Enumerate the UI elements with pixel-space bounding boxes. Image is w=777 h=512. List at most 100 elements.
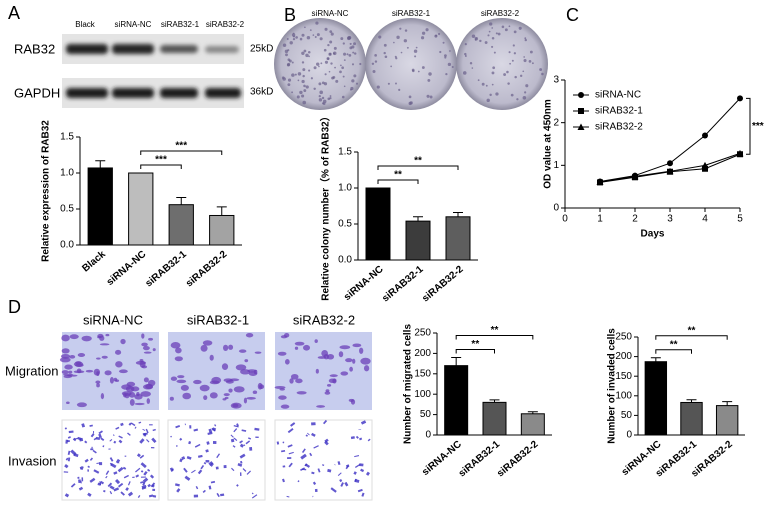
stained-cell [147,468,151,472]
colony [417,70,420,73]
stained-cell [367,438,371,442]
stained-cell [109,376,114,384]
stained-cell [281,450,286,453]
stained-cell [253,369,258,375]
colony [524,38,527,42]
stained-cell [84,440,88,444]
colony [312,34,315,36]
colony [529,50,533,54]
stained-cell [344,481,349,487]
colony [477,79,480,82]
stained-cell [93,368,101,376]
error-bar [451,356,462,366]
significance-bracket [655,349,692,354]
stained-cell [97,335,101,339]
colony [519,74,523,78]
stained-cell [300,453,307,460]
stained-cell [314,339,318,343]
colony [302,68,306,72]
legend-label: siRAB32-2 [595,122,643,133]
colony [286,63,290,67]
bar [445,216,471,261]
band [160,88,198,98]
stained-cell [112,434,115,437]
colony [341,66,344,70]
x-tick-label: 2 [632,214,638,225]
colony [509,62,512,65]
stained-cell [305,434,308,437]
panel-label: D [8,297,21,317]
stained-cell [61,370,69,375]
stained-cell [317,468,321,473]
colony [340,37,344,41]
stained-cell [118,435,123,439]
y-tick-label: 250 [414,328,431,339]
colony [428,72,432,76]
colony [353,74,357,78]
y-tick-label: 1.0 [60,168,74,179]
stained-cell [146,398,151,404]
bar [405,220,431,261]
colony [323,82,328,86]
significance-bracket [655,335,728,340]
colony [335,79,339,83]
colony [493,51,496,54]
colony [319,90,323,95]
colony [318,65,320,68]
stained-cell [79,466,82,470]
stained-cell [128,422,132,426]
colony [506,70,509,74]
significance-label: *** [155,155,167,166]
colony [321,102,324,105]
colony [481,82,485,86]
colony [355,82,359,85]
colony [320,62,323,65]
colony [346,53,349,56]
significance-label: *** [175,141,187,152]
stained-cell [280,404,290,409]
y-axis-label: Number of invaded cells [607,328,618,444]
stained-cell [324,438,329,443]
stained-cell [228,344,234,350]
legend-label: siRAB32-1 [595,106,643,117]
significance-label: ** [471,339,479,350]
stained-cell [340,371,349,376]
colony [514,75,517,79]
stained-cell [143,377,149,383]
stained-cell [186,455,192,460]
stained-cell [67,457,71,462]
stained-cell [130,422,136,427]
colony [343,59,346,61]
stained-cell [363,365,370,372]
stained-cell [321,350,329,357]
colony [421,31,426,35]
stained-cell [208,485,212,490]
stained-cell [120,491,125,496]
panel-label: B [284,5,296,25]
colony [449,50,451,52]
stained-cell [78,486,84,491]
colony [445,73,448,76]
colony [329,95,332,97]
colony [486,98,490,103]
colony [390,65,392,68]
stained-cell [151,437,157,444]
stained-cell [85,369,94,373]
colony [415,46,418,49]
colony [351,63,355,66]
bar [520,413,545,436]
stained-cell [69,334,79,340]
y-tick-label: 150 [615,371,632,382]
stained-cell [68,430,74,434]
stained-cell [81,335,92,342]
colony [324,60,329,64]
stained-cell [141,333,145,339]
stained-cell [89,477,96,483]
colony [351,79,355,83]
stained-cell [221,363,229,370]
x-tick-label: siRAB32-2 [184,249,230,290]
stained-cell [100,437,105,442]
stained-cell [145,428,149,434]
colony [351,45,355,49]
colony [301,33,305,37]
